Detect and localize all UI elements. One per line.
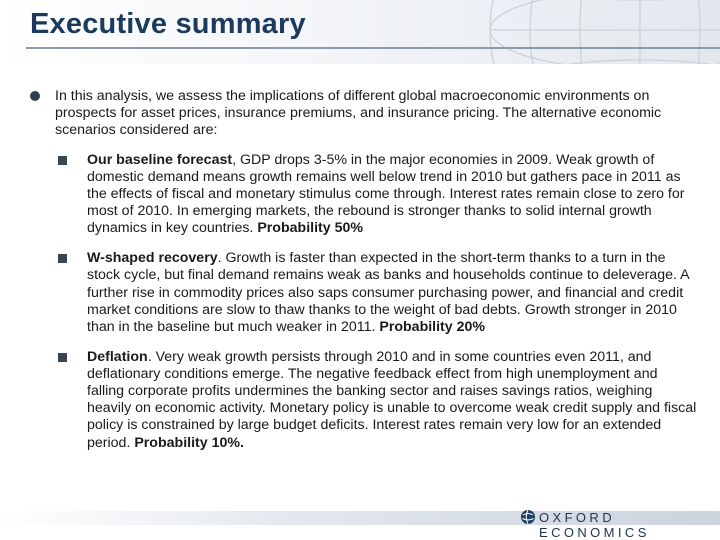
footer-bar <box>0 511 720 525</box>
scenario-probability: Probability 10%. <box>134 434 244 451</box>
scenario-item-deflation: Deflation. Very weak growth persists thr… <box>58 349 698 452</box>
scenario-heading: Our baseline forecast <box>87 151 233 168</box>
intro-bullet: In this analysis, we assess the implicat… <box>30 88 698 140</box>
slide-header: Executive summary <box>0 0 720 64</box>
round-bullet-icon <box>30 91 40 101</box>
globe-graphic-icon <box>489 0 720 64</box>
title-divider <box>26 47 720 49</box>
scenario-probability: Probability 20% <box>379 318 486 335</box>
intro-text: In this analysis, we assess the implicat… <box>55 88 662 139</box>
scenario-item-w-shaped: W-shaped recovery. Growth is faster than… <box>58 250 698 336</box>
logo-wordmark: OXFORD ECONOMICS <box>539 510 650 540</box>
scenario-item-baseline: Our baseline forecast, GDP drops 3-5% in… <box>58 152 698 238</box>
page-title: Executive summary <box>30 8 306 40</box>
scenario-body: . Growth is faster than expected in the … <box>87 250 689 335</box>
scenario-heading: W-shaped recovery <box>87 250 218 267</box>
square-bullet-icon <box>58 155 67 165</box>
scenario-heading: Deflation <box>87 348 148 365</box>
scenario-probability: Probability 50% <box>257 220 363 237</box>
square-bullet-icon <box>58 352 67 362</box>
square-bullet-icon <box>58 254 67 264</box>
globe-logo-icon <box>521 509 535 525</box>
summary-content: In this analysis, we assess the implicat… <box>30 88 698 464</box>
scenario-body: . Very weak growth persists through 2010… <box>87 348 697 451</box>
scenario-body: , GDP drops 3-5% in the major economies … <box>87 151 685 237</box>
scenario-list: Our baseline forecast, GDP drops 3-5% in… <box>30 152 698 452</box>
